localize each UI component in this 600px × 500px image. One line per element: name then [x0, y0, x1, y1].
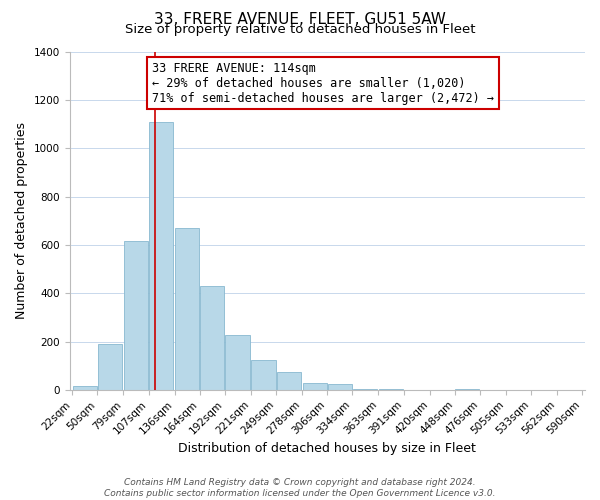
- Bar: [175, 228, 199, 390]
- Bar: [149, 122, 173, 390]
- Bar: [328, 384, 352, 390]
- Bar: [455, 388, 479, 390]
- Text: 33, FRERE AVENUE, FLEET, GU51 5AW: 33, FRERE AVENUE, FLEET, GU51 5AW: [154, 12, 446, 28]
- Bar: [98, 344, 122, 390]
- Text: Contains HM Land Registry data © Crown copyright and database right 2024.
Contai: Contains HM Land Registry data © Crown c…: [104, 478, 496, 498]
- Bar: [353, 388, 377, 390]
- Bar: [251, 360, 275, 390]
- Y-axis label: Number of detached properties: Number of detached properties: [15, 122, 28, 319]
- Bar: [73, 386, 97, 390]
- Bar: [302, 382, 327, 390]
- Text: 33 FRERE AVENUE: 114sqm
← 29% of detached houses are smaller (1,020)
71% of semi: 33 FRERE AVENUE: 114sqm ← 29% of detache…: [152, 62, 494, 104]
- Text: Size of property relative to detached houses in Fleet: Size of property relative to detached ho…: [125, 22, 475, 36]
- X-axis label: Distribution of detached houses by size in Fleet: Distribution of detached houses by size …: [178, 442, 476, 455]
- Bar: [226, 336, 250, 390]
- Bar: [124, 241, 148, 390]
- Bar: [200, 286, 224, 390]
- Bar: [277, 372, 301, 390]
- Bar: [379, 388, 403, 390]
